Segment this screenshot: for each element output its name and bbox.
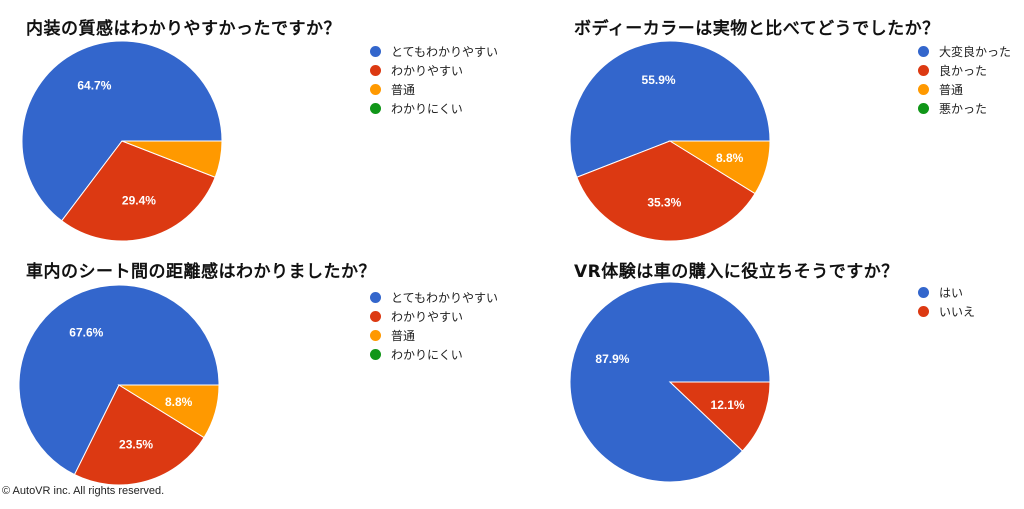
legend-swatch bbox=[370, 330, 381, 341]
pie-slice-2 bbox=[668, 140, 771, 195]
legend-swatch bbox=[370, 311, 381, 322]
pie-slice-0 bbox=[569, 40, 771, 178]
legend-label: わかりやすい bbox=[391, 310, 464, 324]
legend-swatch bbox=[918, 46, 929, 57]
legend-item: 大変良かった bbox=[918, 42, 1011, 61]
legend-label: 良かった bbox=[939, 64, 988, 78]
legend-label: 普通 bbox=[391, 329, 416, 343]
legend-swatch bbox=[370, 103, 381, 114]
legend-item: 良かった bbox=[918, 61, 1011, 80]
legend-item: わかりにくい bbox=[370, 345, 498, 364]
chart-title: 車内のシート間の距離感はわかりましたか？ bbox=[26, 262, 376, 282]
legend-item: はい bbox=[918, 283, 975, 302]
legend-swatch bbox=[918, 103, 929, 114]
pie-slice-1 bbox=[576, 140, 756, 242]
copyright-notice: © AutoVR inc. All rights reserved. bbox=[2, 485, 165, 497]
pie-chart: 55.9% 35.3% 8.8% bbox=[569, 40, 771, 242]
chart-title: VR体験は車の購入に役立ちそうですか？ bbox=[574, 262, 899, 282]
legend-label: 悪かった bbox=[939, 102, 988, 116]
legend-swatch bbox=[918, 65, 929, 76]
chart-title: 内装の質感はわかりやすかったですか？ bbox=[26, 19, 341, 39]
slice-data-label-0: 64.7% bbox=[77, 78, 111, 92]
pie-slice-2 bbox=[121, 140, 223, 178]
chart-title: ボディーカラーは実物と比べてどうでしたか？ bbox=[574, 19, 940, 39]
legend-item: 普通 bbox=[370, 80, 498, 99]
pie-chart: 67.6% 23.5% 8.8% bbox=[18, 284, 220, 486]
slice-data-label-0: 67.6% bbox=[69, 325, 103, 339]
legend-label: とてもわかりやすい bbox=[391, 45, 499, 59]
pie-slice-0 bbox=[18, 284, 220, 476]
legend-item: わかりやすい bbox=[370, 307, 498, 326]
pie-slice-1 bbox=[61, 140, 216, 242]
legend-label: わかりやすい bbox=[391, 64, 464, 78]
slice-data-label-1: 35.3% bbox=[647, 196, 681, 210]
slice-data-label-0: 87.9% bbox=[595, 352, 629, 366]
legend-item: 悪かった bbox=[918, 99, 1011, 118]
legend-label: 普通 bbox=[391, 83, 416, 97]
pie-slice-0 bbox=[21, 40, 223, 222]
legend-swatch bbox=[918, 287, 929, 298]
chart-legend: とてもわかりやすい わかりやすい 普通わかりにくい bbox=[370, 42, 498, 118]
legend-swatch bbox=[370, 349, 381, 360]
legend-label: 大変良かった bbox=[939, 45, 1012, 59]
legend-label: はい bbox=[939, 286, 964, 300]
legend-swatch bbox=[918, 84, 929, 95]
pie-slice-1 bbox=[73, 384, 205, 486]
legend-item: 普通 bbox=[918, 80, 1011, 99]
slice-data-label-1: 23.5% bbox=[119, 438, 153, 452]
legend-label: 普通 bbox=[939, 83, 964, 97]
legend-swatch bbox=[370, 65, 381, 76]
slice-data-label-2: 8.8% bbox=[165, 395, 193, 409]
legend-item: わかりにくい bbox=[370, 99, 498, 118]
slice-data-label-1: 12.1% bbox=[711, 398, 745, 412]
legend-item: わかりやすい bbox=[370, 61, 498, 80]
chart-legend: とてもわかりやすい わかりやすい 普通わかりにくい bbox=[370, 288, 498, 364]
legend-label: わかりにくい bbox=[391, 348, 463, 362]
legend-swatch bbox=[370, 84, 381, 95]
legend-item: 普通 bbox=[370, 326, 498, 345]
legend-item: とてもわかりやすい bbox=[370, 288, 498, 307]
pie-slice-1 bbox=[668, 381, 771, 452]
legend-item: とてもわかりやすい bbox=[370, 42, 498, 61]
legend-label: いいえ bbox=[939, 305, 976, 319]
slice-data-label-1: 29.4% bbox=[122, 194, 156, 208]
legend-item: いいえ bbox=[918, 302, 975, 321]
slice-data-label-0: 55.9% bbox=[642, 73, 676, 87]
chart-legend: 大変良かった 良かった普通悪かった bbox=[918, 42, 1011, 118]
legend-swatch bbox=[370, 292, 381, 303]
chart-legend: はい いいえ bbox=[918, 283, 975, 321]
legend-swatch bbox=[370, 46, 381, 57]
pie-slice-2 bbox=[117, 384, 220, 439]
slice-data-label-2: 8.8% bbox=[716, 151, 744, 165]
pie-chart: 64.7% 29.4% bbox=[21, 40, 223, 242]
pie-chart: 87.9% 12.1% bbox=[569, 281, 771, 483]
legend-label: わかりにくい bbox=[391, 102, 463, 116]
legend-label: とてもわかりやすい bbox=[391, 291, 499, 305]
legend-swatch bbox=[918, 306, 929, 317]
